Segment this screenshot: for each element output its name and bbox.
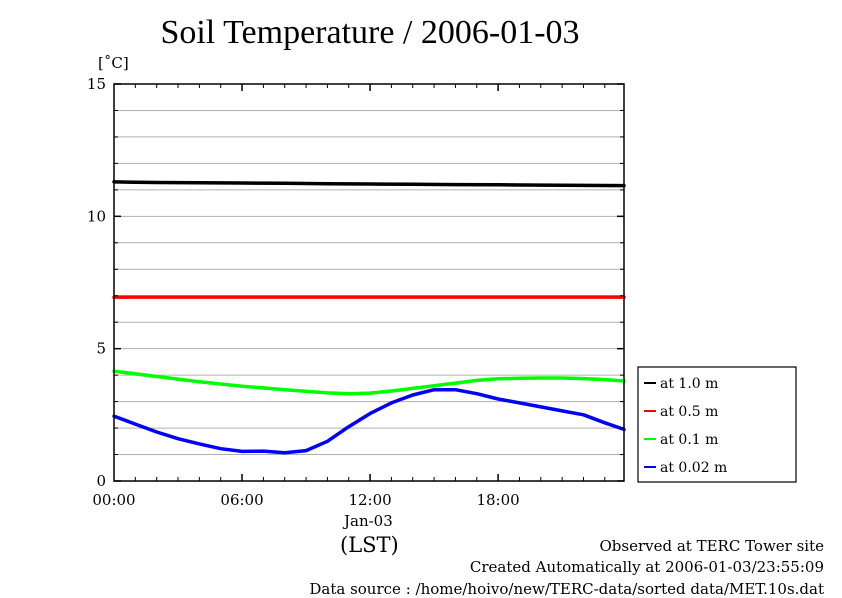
y-tick-label: 15 xyxy=(87,75,106,93)
legend-label: at 0.1 m xyxy=(660,432,718,448)
legend-box xyxy=(637,366,797,483)
x-tick-label: 06:00 xyxy=(220,491,263,509)
y-tick-label: 5 xyxy=(96,340,106,358)
chart-title: Soil Temperature / 2006-01-03 xyxy=(160,14,580,51)
legend: at 1.0 m at 0.5 m at 0.1 m at 0.02 m xyxy=(637,366,797,483)
legend-label: at 0.02 m xyxy=(660,460,727,476)
y-tick-label: 0 xyxy=(96,472,106,490)
x-axis-date-label: Jan-03 xyxy=(344,512,393,530)
footer-source-text: Data source : /home/hoivo/new/TERC-data/… xyxy=(309,580,824,598)
footer-created-text: Created Automatically at 2006-01-03/23:5… xyxy=(469,558,824,576)
y-axis-unit-label: [˚C] xyxy=(98,54,129,72)
series-line xyxy=(112,369,626,396)
y-tick-label: 10 xyxy=(87,207,106,225)
x-tick-label: 12:00 xyxy=(348,491,391,509)
legend-label: at 0.5 m xyxy=(660,404,718,420)
x-axis-timezone-label: (LST) xyxy=(340,533,399,557)
grid-lines xyxy=(114,109,624,456)
series-lines xyxy=(112,180,626,455)
footer-site-text: Observed at TERC Tower site xyxy=(599,537,824,555)
x-tick-label: 18:00 xyxy=(476,491,519,509)
x-tick-label: 00:00 xyxy=(92,491,135,509)
legend-label: at 1.0 m xyxy=(660,376,718,392)
series-line xyxy=(112,387,626,455)
plot-frame xyxy=(113,83,625,482)
axis-ticks: 0 5 10 15 00:00 06:00 12:00 18:00 xyxy=(87,75,624,509)
series-line xyxy=(112,180,626,188)
